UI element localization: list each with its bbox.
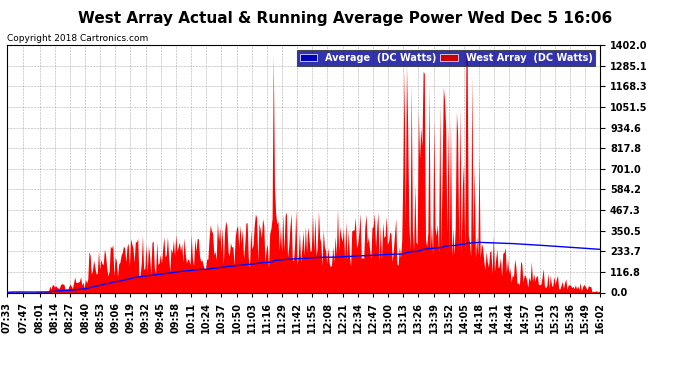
Legend: Average  (DC Watts), West Array  (DC Watts): Average (DC Watts), West Array (DC Watts… [297,50,595,66]
Text: Copyright 2018 Cartronics.com: Copyright 2018 Cartronics.com [7,34,148,43]
Text: West Array Actual & Running Average Power Wed Dec 5 16:06: West Array Actual & Running Average Powe… [78,11,612,26]
